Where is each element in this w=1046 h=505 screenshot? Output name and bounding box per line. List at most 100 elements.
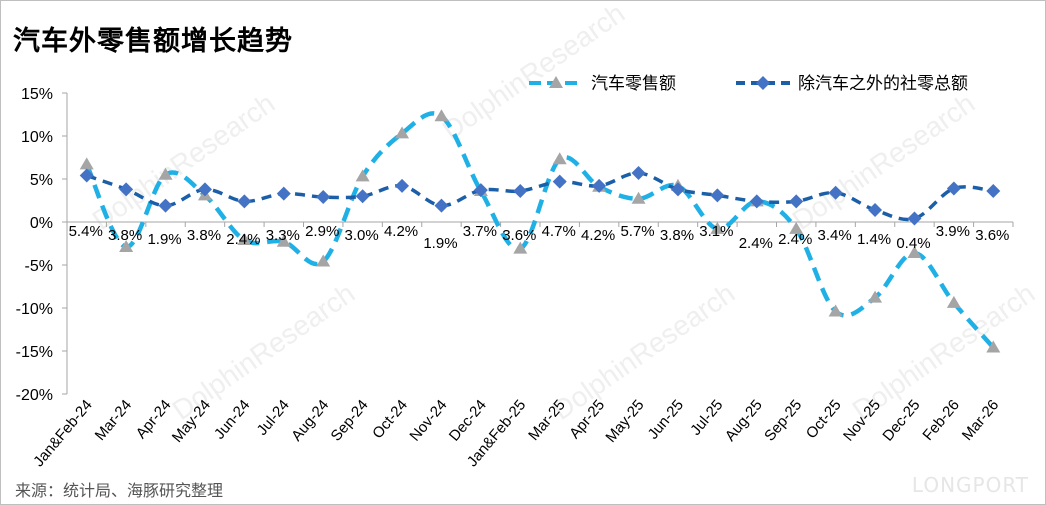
triangle-marker (946, 295, 961, 308)
data-label: 4.7% (542, 223, 576, 240)
triangle-marker (79, 157, 94, 170)
triangle-marker (789, 221, 804, 234)
data-label: 1.4% (857, 231, 891, 248)
y-tick-label: 10% (21, 129, 53, 146)
data-label: 3.4% (818, 227, 852, 244)
triangle-marker (355, 169, 370, 182)
diamond-marker (986, 184, 1001, 199)
diamond-marker (907, 211, 922, 226)
data-label: 4.2% (581, 227, 615, 244)
diamond-marker (592, 178, 607, 193)
legend-label: 汽车零售额 (591, 74, 676, 93)
diamond-marker (513, 184, 528, 199)
x-tick-label: Jul-24 (254, 397, 293, 439)
diamond-marker (473, 183, 488, 198)
triangle-marker (237, 233, 252, 246)
x-tick-label: Jun-24 (211, 397, 254, 443)
legend-diamond-marker (756, 76, 770, 90)
diamond-marker (79, 168, 94, 183)
diamond-marker (395, 178, 410, 193)
diamond-marker (946, 181, 961, 196)
data-label: 1.9% (147, 231, 181, 248)
triangle-marker (868, 290, 883, 303)
triangle-marker (395, 126, 410, 139)
triangle-marker (434, 109, 449, 122)
diamond-marker (749, 194, 764, 209)
x-tick-label: Oct-24 (369, 397, 411, 442)
diamond-marker (631, 165, 646, 180)
data-label: 3.8% (187, 227, 221, 244)
data-label: 5.7% (620, 223, 654, 240)
triangle-marker (119, 239, 134, 252)
data-label: 3.3% (266, 227, 300, 244)
x-tick-label: Sep-25 (761, 397, 805, 445)
diamond-marker (670, 182, 685, 197)
legend-label: 除汽车之外的社零总额 (798, 74, 968, 93)
x-tick-label: Oct-25 (803, 397, 845, 442)
data-label: 3.6% (502, 227, 536, 244)
diamond-marker (119, 182, 134, 197)
x-tick-label: Jul-25 (687, 397, 726, 439)
data-label: 2.4% (778, 231, 812, 248)
x-tick-label: Jun-25 (645, 397, 688, 443)
data-label: 2.4% (739, 235, 773, 252)
data-label: 3.7% (463, 223, 497, 240)
data-label: 3.8% (660, 227, 694, 244)
diamond-marker (237, 194, 252, 209)
y-tick-label: -10% (16, 301, 53, 318)
x-tick-label: Nov-24 (406, 397, 450, 445)
triangle-marker (316, 254, 331, 267)
diamond-marker (355, 189, 370, 204)
data-label: 2.9% (305, 223, 339, 240)
x-tick-label: Aug-25 (722, 397, 766, 445)
data-label: 3.8% (108, 227, 142, 244)
diamond-marker (158, 198, 173, 213)
data-label: 3.9% (936, 223, 970, 240)
y-tick-label: -5% (25, 258, 53, 275)
triangle-marker (710, 221, 725, 234)
diamond-marker (276, 186, 291, 201)
data-label: 4.2% (384, 223, 418, 240)
y-tick-label: 0% (30, 215, 53, 232)
diamond-marker (868, 202, 883, 217)
data-label: 3.6% (975, 227, 1009, 244)
y-tick-label: -20% (16, 387, 53, 404)
diamond-marker (710, 188, 725, 203)
x-tick-label: Jan&Feb-24 (30, 397, 96, 471)
x-tick-label: Sep-24 (328, 397, 372, 445)
x-tick-label: Feb-26 (919, 397, 963, 444)
y-tick-label: -15% (16, 344, 53, 361)
diamond-marker (828, 185, 843, 200)
triangle-marker (276, 234, 291, 247)
x-tick-label: Mar-24 (92, 397, 136, 444)
diamond-marker (789, 194, 804, 209)
y-tick-label: 15% (21, 86, 53, 103)
triangle-marker (158, 167, 173, 180)
legend-triangle-marker (549, 76, 563, 88)
y-tick-label: 5% (30, 172, 53, 189)
watermark-text: DolphinResearch (87, 87, 281, 236)
triangle-marker (552, 152, 567, 165)
diamond-marker (434, 198, 449, 213)
x-tick-label: Aug-24 (288, 397, 332, 445)
chart-title: 汽车外零售额增长趋势 (13, 26, 293, 57)
x-tick-label: May-25 (602, 397, 647, 446)
source-note: 来源：统计局、海豚研究整理 (15, 481, 224, 500)
data-label: 5.4% (69, 223, 103, 240)
triangle-marker (828, 304, 843, 317)
diamond-marker (197, 182, 212, 197)
triangle-marker (907, 245, 922, 258)
triangle-marker (513, 241, 528, 254)
triangle-marker (631, 191, 646, 204)
data-label: 3.0% (345, 227, 379, 244)
data-label: 3.1% (699, 223, 733, 240)
diamond-marker (552, 174, 567, 189)
data-label: 0.4% (896, 235, 930, 252)
data-label: 1.9% (423, 235, 457, 252)
data-label: 2.4% (226, 231, 260, 248)
x-tick-label: Mar-26 (959, 397, 1003, 444)
triangle-marker (986, 340, 1001, 353)
diamond-marker (316, 190, 331, 205)
